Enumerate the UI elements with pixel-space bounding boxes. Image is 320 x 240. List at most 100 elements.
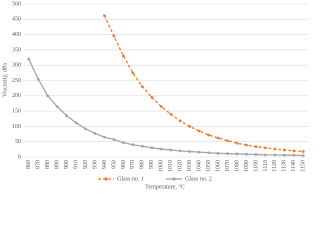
- x-tick-label: 1090: [244, 160, 250, 172]
- data-point: [103, 14, 106, 18]
- data-point: [103, 135, 106, 139]
- x-tick-label: 1020: [178, 160, 184, 172]
- series-line: [103, 15, 304, 153]
- x-tick-label: 960: [121, 160, 127, 169]
- x-tick-label: 940: [102, 160, 108, 169]
- data-point: [93, 132, 97, 135]
- data-point: [150, 95, 154, 99]
- series-line: [28, 58, 304, 157]
- x-tick-label: 970: [130, 160, 136, 169]
- data-point: [188, 125, 192, 128]
- legend-marker: [104, 177, 108, 181]
- chart: Viscosity, dPa Temperature, °C 0 50 100 150…: [2, 1, 308, 190]
- x-tick-label: 1030: [187, 160, 193, 172]
- data-point: [112, 138, 116, 141]
- data-point: [84, 127, 87, 131]
- y-tick-label: 100: [12, 124, 21, 130]
- y-tick-label: 400: [12, 32, 21, 38]
- data-point: [159, 105, 163, 108]
- x-tick-label: 1010: [168, 160, 174, 172]
- y-tick-label: 250: [12, 78, 21, 84]
- data-point: [150, 146, 154, 150]
- data-point: [112, 34, 116, 38]
- x-tick-label: 870: [36, 160, 42, 169]
- x-tick-label: 880: [45, 160, 51, 169]
- x-tick-label: 910: [73, 160, 79, 169]
- x-tick-label: 1050: [206, 160, 212, 172]
- y-tick-label: 50: [15, 139, 21, 145]
- data-point: [292, 153, 296, 157]
- data-point: [169, 148, 173, 152]
- y-tick-label: 0: [18, 154, 21, 160]
- legend-marker: [172, 177, 176, 181]
- data-point: [301, 154, 305, 157]
- y-tick-label: 350: [12, 47, 21, 53]
- y-tick-label: 150: [12, 108, 21, 114]
- y-tick-label: 300: [12, 63, 21, 69]
- x-tick-label: 1000: [159, 160, 165, 172]
- data-point: [254, 145, 258, 148]
- data-point: [273, 153, 277, 157]
- data-point: [55, 105, 59, 108]
- y-tick-label: 200: [12, 93, 21, 99]
- data-point: [36, 77, 40, 81]
- x-tick-label: 1060: [215, 160, 221, 172]
- x-tick-label: 1070: [225, 160, 231, 172]
- legend-label: Glass no. 1: [117, 176, 144, 182]
- x-tick-label: 1120: [272, 160, 278, 172]
- y-axis-label: Viscosity, dPa: [2, 63, 8, 97]
- x-tick-label: 890: [55, 160, 61, 169]
- x-tick-label: 900: [64, 160, 70, 169]
- x-tick-label: 1150: [301, 160, 307, 172]
- data-point: [226, 152, 229, 156]
- x-tick-label: 990: [149, 160, 155, 169]
- data-point: [264, 146, 267, 150]
- data-point: [254, 153, 258, 156]
- x-tick-label: 1100: [253, 160, 259, 172]
- data-point: [131, 71, 135, 75]
- x-tick-label: 1130: [282, 160, 288, 172]
- data-point: [264, 153, 267, 157]
- data-point: [273, 147, 277, 151]
- data-point: [245, 152, 248, 156]
- x-tick-label: 920: [83, 160, 89, 169]
- x-axis-label: Temperature, °C: [145, 183, 185, 190]
- x-tick-label: 860: [26, 160, 32, 169]
- data-point: [46, 94, 50, 98]
- data-point: [226, 139, 229, 143]
- data-point: [207, 133, 211, 137]
- data-point: [282, 153, 286, 157]
- data-point: [65, 114, 68, 118]
- legend-label: Glass no. 2: [185, 176, 212, 182]
- data-point: [122, 54, 125, 58]
- data-point: [169, 112, 173, 116]
- data-point: [235, 141, 239, 145]
- data-point: [131, 143, 135, 147]
- data-point: [197, 150, 201, 154]
- data-point: [216, 136, 220, 140]
- data-point: [216, 151, 220, 155]
- data-point: [207, 151, 211, 155]
- data-point: [140, 144, 144, 148]
- data-point: [245, 143, 248, 147]
- y-tick-label: 500: [12, 1, 21, 7]
- data-point: [282, 148, 286, 152]
- data-point: [188, 150, 192, 153]
- data-point: [74, 121, 78, 125]
- x-tick-label: 930: [92, 160, 98, 169]
- data-point: [235, 152, 239, 156]
- data-point: [27, 57, 31, 61]
- data-point: [140, 85, 144, 89]
- x-tick-label: 1110: [263, 160, 269, 172]
- data-point: [301, 150, 305, 153]
- x-tick-label: 1080: [234, 160, 240, 172]
- x-tick-label: 1040: [197, 160, 203, 172]
- x-tick-label: 980: [140, 160, 146, 169]
- x-tick-label: 1140: [291, 160, 297, 172]
- data-point: [197, 129, 201, 133]
- x-tick-label: 950: [111, 160, 117, 169]
- data-point: [159, 147, 163, 151]
- data-point: [178, 119, 182, 123]
- data-point: [122, 141, 125, 145]
- y-tick-label: 450: [12, 17, 21, 23]
